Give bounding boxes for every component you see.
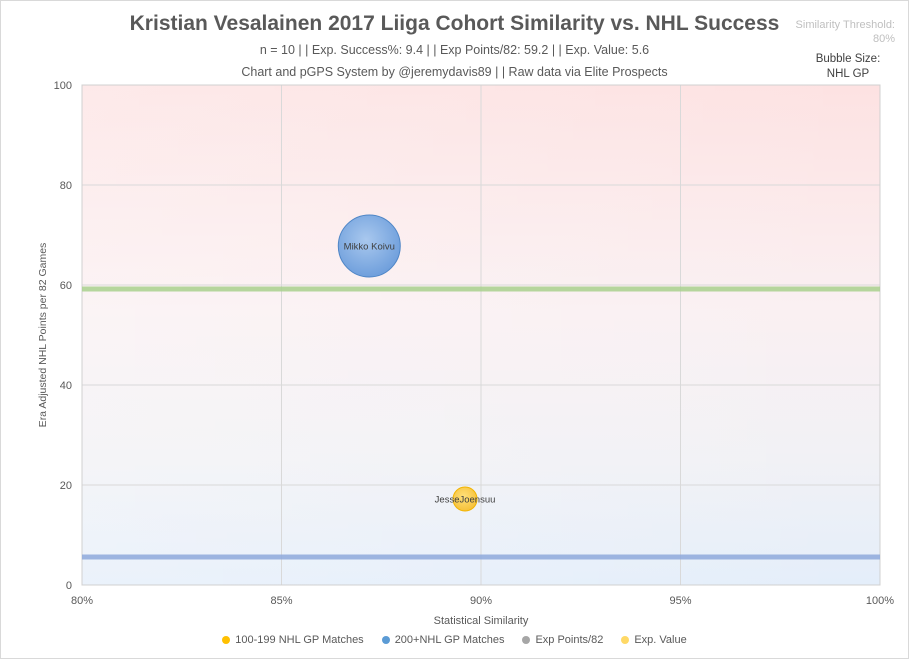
chart-subtitle: n = 10 | | Exp. Success%: 9.4 | | Exp Po… <box>259 43 650 57</box>
bubble-size-note: Bubble Size: NHL GP <box>798 52 898 82</box>
y-tick-label: 0 <box>66 580 72 592</box>
legend-item: Exp Points/82 <box>522 634 603 646</box>
legend-label: 100-199 NHL GP Matches <box>235 634 364 646</box>
legend-label: Exp. Value <box>634 634 687 646</box>
legend-swatch <box>621 636 630 644</box>
y-axis-title: Era Adjusted NHL Points per 82 Games <box>37 243 49 428</box>
chart-legend: 100-199 NHL GP Matches 200+NHL GP Matches… <box>0 634 909 646</box>
bubble-point <box>452 486 478 512</box>
legend-item: Exp. Value <box>621 634 687 646</box>
x-tick-label: 100% <box>866 595 894 607</box>
chart-title: Kristian Vesalainen 2017 Liiga Cohort Si… <box>129 12 780 35</box>
x-axis-title: Statistical Similarity <box>434 615 529 627</box>
bubble-label: JesseJoensuu <box>435 495 496 506</box>
x-tick-label: 90% <box>470 595 492 607</box>
legend-swatch <box>381 636 390 644</box>
legend-item: 100-199 NHL GP Matches <box>222 634 364 646</box>
plot-border <box>81 84 881 586</box>
y-tick-label: 60 <box>60 280 72 292</box>
legend-label: 200+NHL GP Matches <box>394 634 505 646</box>
y-tick-label: 80 <box>60 180 72 192</box>
x-tick-label: 85% <box>270 595 292 607</box>
legend-item: 200+NHL GP Matches <box>381 634 505 646</box>
chart-credit: Chart and pGPS System by @jeremydavis89 … <box>241 65 668 79</box>
threshold-value: 80% <box>872 33 895 45</box>
x-tick-label: 80% <box>71 595 93 607</box>
legend-label: Exp Points/82 <box>535 634 604 646</box>
bubble-size-value: NHL GP <box>826 68 870 80</box>
threshold-label: Similarity Threshold: <box>795 19 895 31</box>
y-tick-label: 40 <box>60 380 72 392</box>
bubble-size-label: Bubble Size: <box>815 53 881 65</box>
y-tick-label: 100 <box>54 80 72 92</box>
legend-swatch <box>522 636 531 644</box>
y-tick-label: 20 <box>60 480 72 492</box>
legend-swatch <box>222 636 231 644</box>
bubble-label: Mikko Koivu <box>344 242 395 253</box>
similarity-threshold: Similarity Threshold: 80% <box>785 18 895 46</box>
x-tick-label: 95% <box>669 595 691 607</box>
bubble-point <box>337 214 401 278</box>
